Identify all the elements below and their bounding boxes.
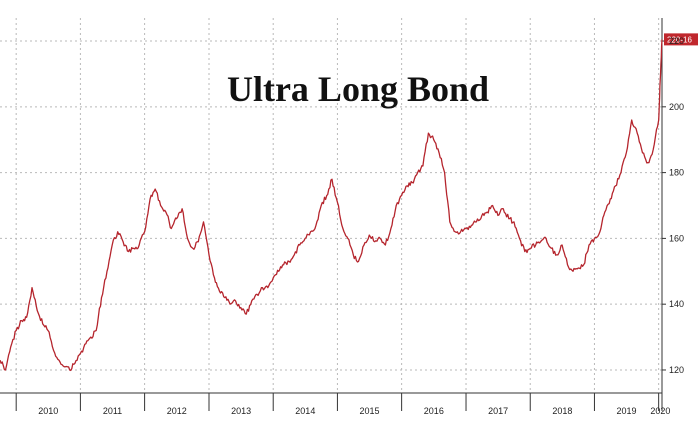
series-line — [0, 39, 663, 372]
x-tick-label: 2013 — [231, 406, 251, 416]
y-tick-label: 180 — [669, 168, 684, 178]
y-tick-label: 200 — [669, 102, 684, 112]
last-value-label: 220-16 — [664, 33, 698, 46]
x-tick-label: 2020 — [650, 406, 670, 416]
last-value-text: 220-16 — [667, 35, 692, 44]
x-tick-labels: 2010 2011 2012 2013 2014 2015 2016 2017 2018 2019… — [38, 406, 670, 416]
axes — [0, 18, 666, 411]
y-tick-labels: 120 140 160 180 200 220 — [669, 36, 684, 375]
gridlines — [0, 18, 662, 393]
x-tick-label: 2018 — [552, 406, 572, 416]
x-tick-label: 2010 — [38, 406, 58, 416]
y-tick-label: 220 — [669, 36, 684, 46]
y-tick-label: 120 — [669, 365, 684, 375]
x-tick-label: 2016 — [424, 406, 444, 416]
x-tick-label: 2011 — [103, 406, 122, 416]
x-tick-label: 2017 — [488, 406, 508, 416]
x-tick-label: 2012 — [167, 406, 187, 416]
x-tick-label: 2015 — [360, 406, 380, 416]
chart-title: Ultra Long Bond — [227, 69, 489, 109]
y-tick-label: 140 — [669, 299, 684, 309]
x-tick-label: 2014 — [295, 406, 315, 416]
y-tick-label: 160 — [669, 233, 684, 243]
x-tick-label: 2019 — [617, 406, 637, 416]
last-value-background — [664, 33, 698, 46]
